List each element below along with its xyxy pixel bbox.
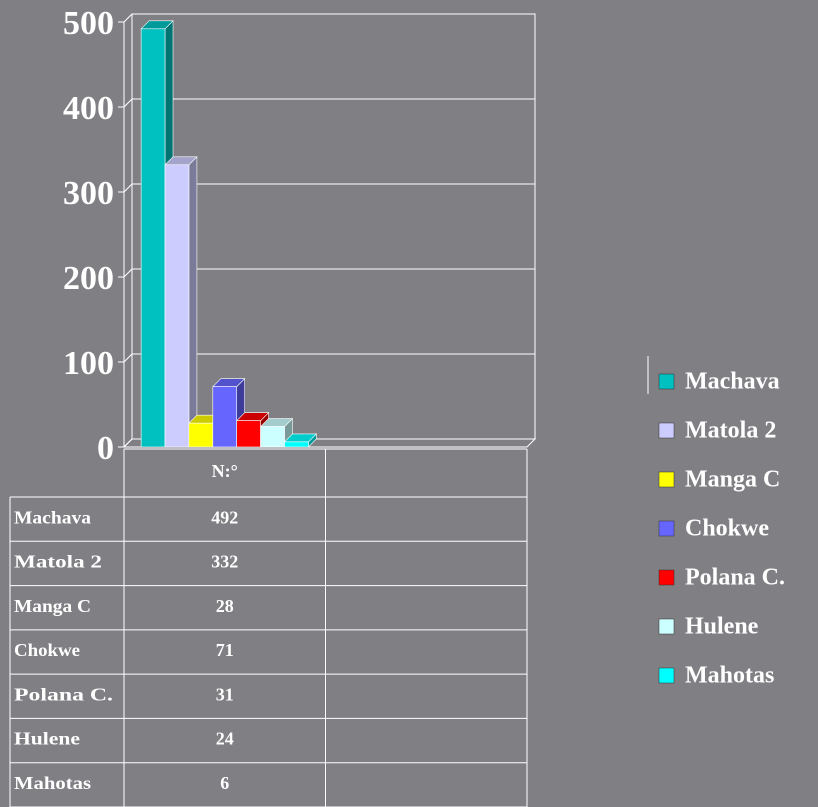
- table-cell: 6: [220, 773, 229, 793]
- grid-line: [123, 353, 133, 363]
- table-row-label: Matola 2: [14, 552, 102, 572]
- grid-line: [123, 13, 133, 23]
- table-row-label: Hulene: [14, 729, 80, 749]
- table-cell: 28: [216, 596, 234, 616]
- table-header: N:°: [212, 461, 238, 481]
- bar-side: [188, 156, 198, 448]
- table-cell: 492: [211, 507, 238, 527]
- y-tick-label: 100: [63, 345, 114, 382]
- table-cell: 24: [216, 729, 234, 749]
- legend-label: Chokwe: [685, 516, 769, 542]
- table-row-label: Polana C.: [14, 684, 113, 704]
- y-tick-label: 300: [63, 175, 114, 212]
- y-tick-label: 500: [63, 5, 114, 42]
- table-row-label: Manga C: [14, 596, 91, 616]
- bar: [260, 426, 285, 448]
- y-tick-label: 200: [63, 260, 114, 297]
- legend-swatch: [658, 520, 675, 537]
- table-cell: 31: [216, 684, 234, 704]
- table-row-label: Machava: [14, 507, 91, 527]
- bar: [140, 28, 166, 448]
- table-cell: 332: [211, 552, 238, 572]
- table-cell: 71: [216, 640, 234, 660]
- bar: [188, 422, 214, 448]
- legend-label: Hulene: [685, 614, 759, 640]
- grid-line: [123, 183, 133, 193]
- legend-label: Mahotas: [685, 663, 774, 689]
- legend-label: Machava: [685, 369, 780, 395]
- bar: [236, 420, 261, 448]
- legend-label: Polana C.: [685, 565, 785, 591]
- grid-line: [123, 268, 133, 278]
- bar: [212, 386, 237, 448]
- bar: [284, 441, 309, 448]
- legend-label: Manga C: [685, 467, 780, 493]
- y-tick-label: 0: [97, 430, 114, 467]
- legend-swatch: [658, 373, 675, 390]
- grid-line: [123, 98, 133, 108]
- bar: [164, 164, 190, 448]
- legend-swatch: [658, 422, 675, 439]
- legend-swatch: [658, 618, 675, 635]
- legend-swatch: [658, 471, 675, 488]
- legend-swatch: [658, 667, 675, 684]
- table-row-label: Mahotas: [14, 773, 91, 793]
- table-row-label: Chokwe: [14, 640, 80, 660]
- grid-line: [123, 438, 133, 448]
- y-tick-label: 400: [63, 90, 114, 127]
- legend-swatch: [658, 569, 675, 586]
- legend-label: Matola 2: [685, 418, 776, 444]
